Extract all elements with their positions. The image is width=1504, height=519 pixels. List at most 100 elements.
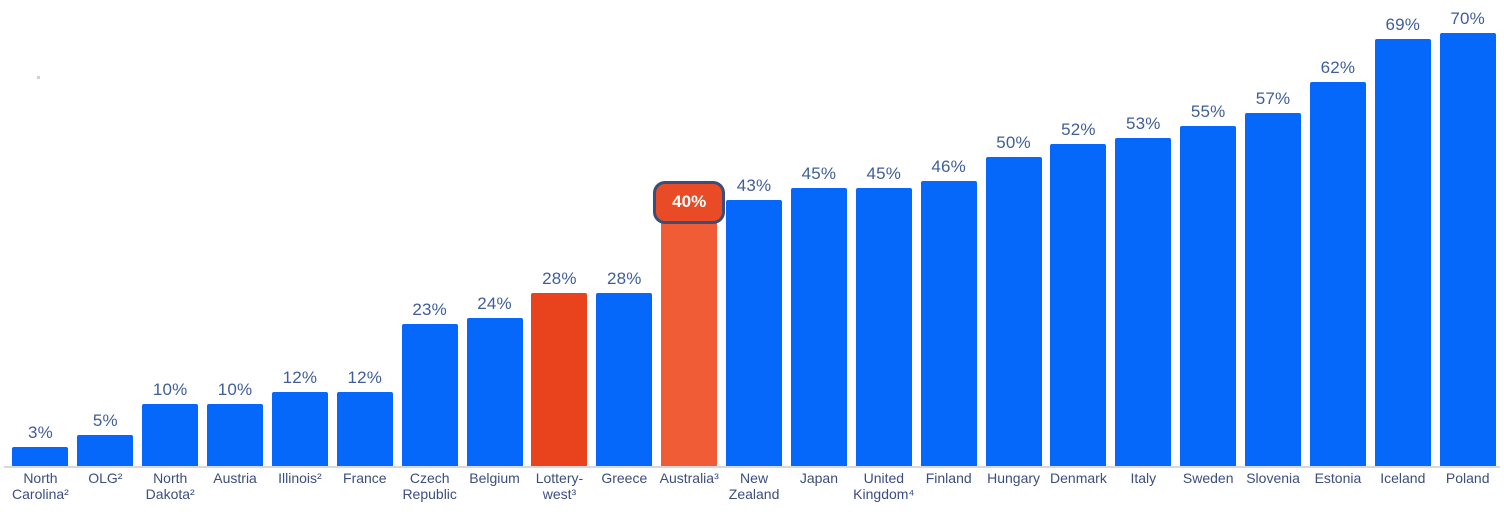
bar-group-austria: 10% Austria <box>203 0 268 502</box>
bar-stack: 3% <box>12 0 69 466</box>
bar-group-sweden: 55% Sweden <box>1176 0 1241 502</box>
x-axis-label: Belgium <box>469 470 520 486</box>
x-axis-label: Iceland <box>1380 470 1426 486</box>
bar-group-czech-republic: 23% Czech Republic <box>397 0 462 502</box>
x-axis-label: OLG² <box>88 470 123 486</box>
bar-united-kingdom <box>855 188 912 466</box>
bar-value-label: 45% <box>866 164 902 183</box>
stray-mark <box>37 76 40 79</box>
bar-group-france: 12% France <box>332 0 397 502</box>
bar-stack: 28% <box>596 0 653 466</box>
bar-stack: 57% <box>1245 0 1302 466</box>
bar-denmark <box>1050 144 1107 466</box>
bar-north-carolina <box>12 447 69 466</box>
bar-olg <box>77 435 134 466</box>
bar-value-label: 23% <box>412 300 447 319</box>
bar-stack: 23% <box>401 0 458 466</box>
bar-hungary <box>985 157 1042 466</box>
bar-group-belgium: 24% Belgium <box>462 0 527 502</box>
bar-group-estonia: 62% Estonia <box>1306 0 1371 502</box>
bar-new-zealand <box>726 200 783 466</box>
bar-austria <box>207 404 264 466</box>
x-axis-label: Denmark <box>1050 470 1107 486</box>
bar-finland <box>920 181 977 466</box>
bar-stack: 50% <box>985 0 1042 466</box>
bar-group-new-zealand: 43% New Zealand <box>722 0 787 502</box>
bar-stack: 10% <box>207 0 264 466</box>
x-axis-label: Sweden <box>1182 470 1234 486</box>
bar-czech-republic <box>401 324 458 466</box>
x-axis-label: Greece <box>601 470 648 486</box>
x-axis-label: Italy <box>1130 470 1157 486</box>
bar-value-label: 5% <box>92 411 118 430</box>
bar-stack: 45% <box>790 0 847 466</box>
bar-value-label: 52% <box>1061 120 1096 139</box>
highlight-value-badge: 40% <box>653 181 726 224</box>
bar-group-finland: 46% Finland <box>916 0 981 502</box>
bar-stack: 70% <box>1439 0 1496 466</box>
bar-belgium <box>466 318 523 466</box>
bar-value-label: 57% <box>1255 89 1291 108</box>
bar-value-label: 62% <box>1320 58 1356 77</box>
bar-value-label: 10% <box>217 380 253 399</box>
x-axis-label: Czech Republic <box>402 470 457 502</box>
bar-sweden <box>1180 126 1237 466</box>
bar-stack: 12% <box>271 0 328 466</box>
x-axis-label: Japan <box>799 470 839 486</box>
x-axis-label: Australia³ <box>659 470 719 486</box>
bar-illinois <box>271 392 328 466</box>
bar-iceland <box>1374 39 1431 466</box>
x-axis-label: Finland <box>925 470 972 486</box>
x-axis-label: Estonia <box>1314 470 1362 486</box>
x-axis-line <box>4 466 1500 468</box>
bar-group-hungary: 50% Hungary <box>981 0 1046 502</box>
bar-stack: 5% <box>77 0 134 466</box>
bar-group-united-kingdom: 45% United Kingdom⁴ <box>851 0 916 502</box>
x-axis-label: Austria <box>213 470 257 486</box>
bar-value-label: 12% <box>347 368 383 387</box>
x-axis-label: North Carolina² <box>12 470 69 502</box>
x-axis-label: North Dakota² <box>145 470 195 502</box>
bar-stack: 24% <box>466 0 523 466</box>
bar-group-greece: 28% Greece <box>592 0 657 502</box>
bar-value-label: 28% <box>607 269 642 288</box>
bar-value-label: 69% <box>1385 15 1421 34</box>
bar-stack: 53% <box>1115 0 1172 466</box>
x-axis-label: France <box>343 470 387 486</box>
bar-stack: 43% <box>726 0 783 466</box>
bar-stack: 45% <box>855 0 912 466</box>
bar-value-label: 24% <box>477 294 512 313</box>
bar-japan <box>790 188 847 466</box>
bar-group-australia: 40% Australia³ <box>653 0 726 502</box>
bar-group-slovenia: 57% Slovenia <box>1241 0 1306 502</box>
bars-row: 3% North Carolina² 5% OLG² 10% North Dakota² 1… <box>8 0 1500 502</box>
bar-value-label: 43% <box>736 176 772 195</box>
bar-stack: 28% <box>531 0 588 466</box>
x-axis-label: Slovenia <box>1246 470 1300 486</box>
bar-group-denmark: 52% Denmark <box>1046 0 1111 502</box>
bar-group-olg: 5% OLG² <box>73 0 138 502</box>
bar-value-label: 70% <box>1450 9 1485 28</box>
bar-group-japan: 45% Japan <box>787 0 852 502</box>
bar-value-label: 3% <box>27 423 53 442</box>
x-axis-label: United Kingdom⁴ <box>853 470 915 502</box>
bar-australia <box>661 219 718 466</box>
bar-italy <box>1115 138 1172 466</box>
bar-stack: 46% <box>920 0 977 466</box>
bar-value-label: 50% <box>996 133 1031 152</box>
x-axis-label: Poland <box>1445 470 1490 486</box>
bar-group-illinois: 12% Illinois² <box>268 0 333 502</box>
x-axis-label: New Zealand <box>728 470 780 502</box>
x-axis-label: Illinois² <box>278 470 322 486</box>
bar-france <box>336 392 393 466</box>
bar-stack: 62% <box>1309 0 1366 466</box>
bar-value-label: 53% <box>1126 114 1161 133</box>
x-axis-label: Hungary <box>987 470 1041 486</box>
bar-value-label: 46% <box>931 157 966 176</box>
bar-stack: 52% <box>1050 0 1107 466</box>
bar-stack: 12% <box>336 0 393 466</box>
bar-stack: 69% <box>1374 0 1431 466</box>
bar-value-label: 12% <box>282 368 318 387</box>
bar-lottery-west <box>531 293 588 466</box>
bar-value-label: 28% <box>542 269 577 288</box>
